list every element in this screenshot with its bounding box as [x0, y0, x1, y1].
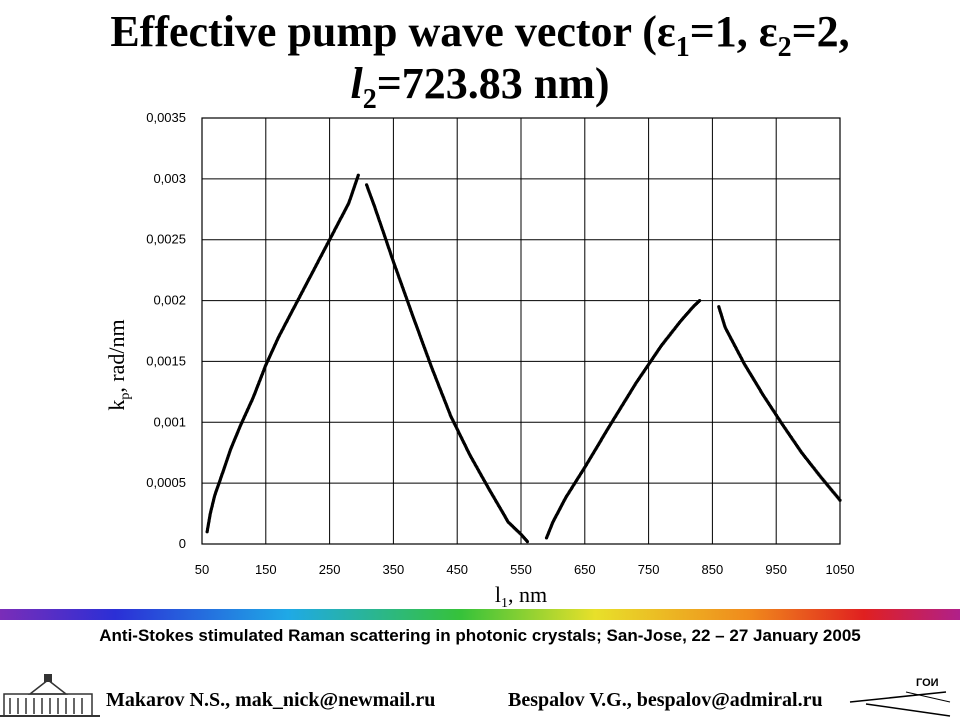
- x-tick-label: 1050: [826, 562, 855, 577]
- series-1: [205, 173, 360, 534]
- y-tick-label: 0: [179, 536, 186, 551]
- x-tick-label: 150: [255, 562, 277, 577]
- y-tick-label: 0,001: [153, 414, 186, 429]
- title-text-a: Effective pump wave vector (ε: [110, 7, 676, 56]
- title-text-c: =2,: [791, 7, 850, 56]
- x-tick-label: 550: [510, 562, 532, 577]
- title-text-e: =723.83 nm): [376, 59, 610, 108]
- title-line-2: l2=723.83 nm): [0, 58, 960, 114]
- y-axis-label: kp, rad/nm: [104, 319, 133, 410]
- wave-vector-chart: 50 150 250 350 450 550 650 750 850 950 1050 0 0,000…: [104, 110, 855, 610]
- footer-conference: Anti-Stokes stimulated Raman scattering …: [99, 626, 861, 645]
- x-tick-label: 650: [574, 562, 596, 577]
- x-label-sub: 1: [501, 596, 508, 610]
- title-text-d: l: [350, 59, 363, 108]
- title-sub-2: 2: [777, 32, 792, 63]
- x-tick-label: 950: [765, 562, 787, 577]
- goi-logo-text: ГОИ: [916, 677, 939, 689]
- data-point: [838, 498, 842, 502]
- y-tick-label: 0,003: [153, 171, 186, 186]
- data-point: [698, 299, 702, 303]
- title-sub-1: 1: [675, 32, 690, 63]
- y-tick-label: 0,0015: [146, 353, 186, 368]
- x-tick-label: 750: [638, 562, 660, 577]
- author-bespalov: Bespalov V.G., bespalov@admiral.ru: [508, 689, 823, 711]
- y-tick-label: 0,0035: [146, 110, 186, 125]
- x-tick-label: 50: [195, 562, 209, 577]
- y-label-rest: , rad/nm: [104, 319, 129, 392]
- chart-grid: [201, 117, 841, 545]
- y-tick-label: 0,0005: [146, 475, 186, 490]
- institute-building-logo: [0, 674, 100, 717]
- x-tick-label: 850: [702, 562, 724, 577]
- y-label-sub: p: [118, 393, 133, 400]
- plot-frame: [201, 117, 841, 545]
- y-tick-label: 0,002: [153, 293, 186, 308]
- x-tick-label: 450: [446, 562, 468, 577]
- y-tick-label: 0,0025: [146, 232, 186, 247]
- x-label-rest: , nm: [508, 582, 547, 607]
- x-tick-labels: 50 150 250 350 450 550 650 750 850 950 1050: [195, 562, 855, 577]
- title-line-1: Effective pump wave vector (ε1=1, ε2=2,: [0, 6, 960, 62]
- x-label-main: l: [495, 582, 501, 607]
- goi-logo: ГОИ: [849, 677, 951, 717]
- series-4: [717, 305, 842, 502]
- title-text-b: =1, ε: [689, 7, 778, 56]
- chart-points: [205, 173, 842, 544]
- y-tick-labels: 0 0,0005 0,001 0,0015 0,002 0,0025 0,003 0,0035: [146, 110, 186, 551]
- slide-title: Effective pump wave vector (ε1=1, ε2=2, …: [0, 6, 960, 114]
- x-tick-label: 250: [319, 562, 341, 577]
- spectrum-bar: [0, 609, 960, 620]
- series-2: [365, 183, 530, 544]
- author-makarov: Makarov N.S., mak_nick@newmail.ru: [106, 689, 436, 711]
- data-point: [525, 540, 530, 544]
- x-axis-label: l1, nm: [495, 582, 547, 610]
- x-tick-label: 350: [383, 562, 405, 577]
- y-label-main: k: [104, 400, 129, 411]
- footer-authors: Makarov N.S., mak_nick@newmail.ru Bespal…: [0, 689, 960, 717]
- data-point: [356, 173, 360, 177]
- title-sub-3: 2: [362, 84, 377, 115]
- series-3: [544, 299, 702, 540]
